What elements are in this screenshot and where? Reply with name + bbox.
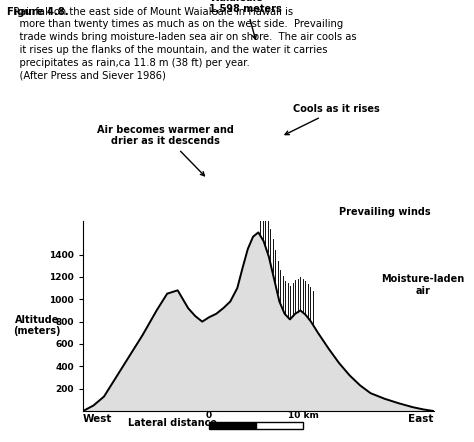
Ellipse shape xyxy=(334,0,365,9)
Ellipse shape xyxy=(91,9,137,18)
Text: East: East xyxy=(408,414,434,424)
Text: West: West xyxy=(83,414,112,424)
Text: 0: 0 xyxy=(206,411,211,420)
Ellipse shape xyxy=(308,0,336,10)
Text: Air becomes warmer and
drier as it descends: Air becomes warmer and drier as it desce… xyxy=(97,125,234,176)
Text: 10 km: 10 km xyxy=(288,411,319,420)
Ellipse shape xyxy=(99,8,130,14)
Text: Figure 4.8.: Figure 4.8. xyxy=(7,7,69,17)
Text: Rainfall on the east side of Mount Waialeale in Hawaii is
    more than twenty t: Rainfall on the east side of Mount Waial… xyxy=(7,7,357,80)
Ellipse shape xyxy=(162,8,193,14)
Text: Lateral distance: Lateral distance xyxy=(128,419,217,428)
Ellipse shape xyxy=(311,6,360,20)
Text: Prevailing winds: Prevailing winds xyxy=(339,207,431,217)
Text: Moisture-laden
air: Moisture-laden air xyxy=(381,274,465,296)
Text: Waialeale
1,598 meters: Waialeale 1,598 meters xyxy=(209,0,282,39)
Ellipse shape xyxy=(155,9,201,18)
Text: Cools as it rises: Cools as it rises xyxy=(285,104,380,135)
Ellipse shape xyxy=(234,0,297,14)
Text: Altitude
(meters): Altitude (meters) xyxy=(14,315,61,336)
